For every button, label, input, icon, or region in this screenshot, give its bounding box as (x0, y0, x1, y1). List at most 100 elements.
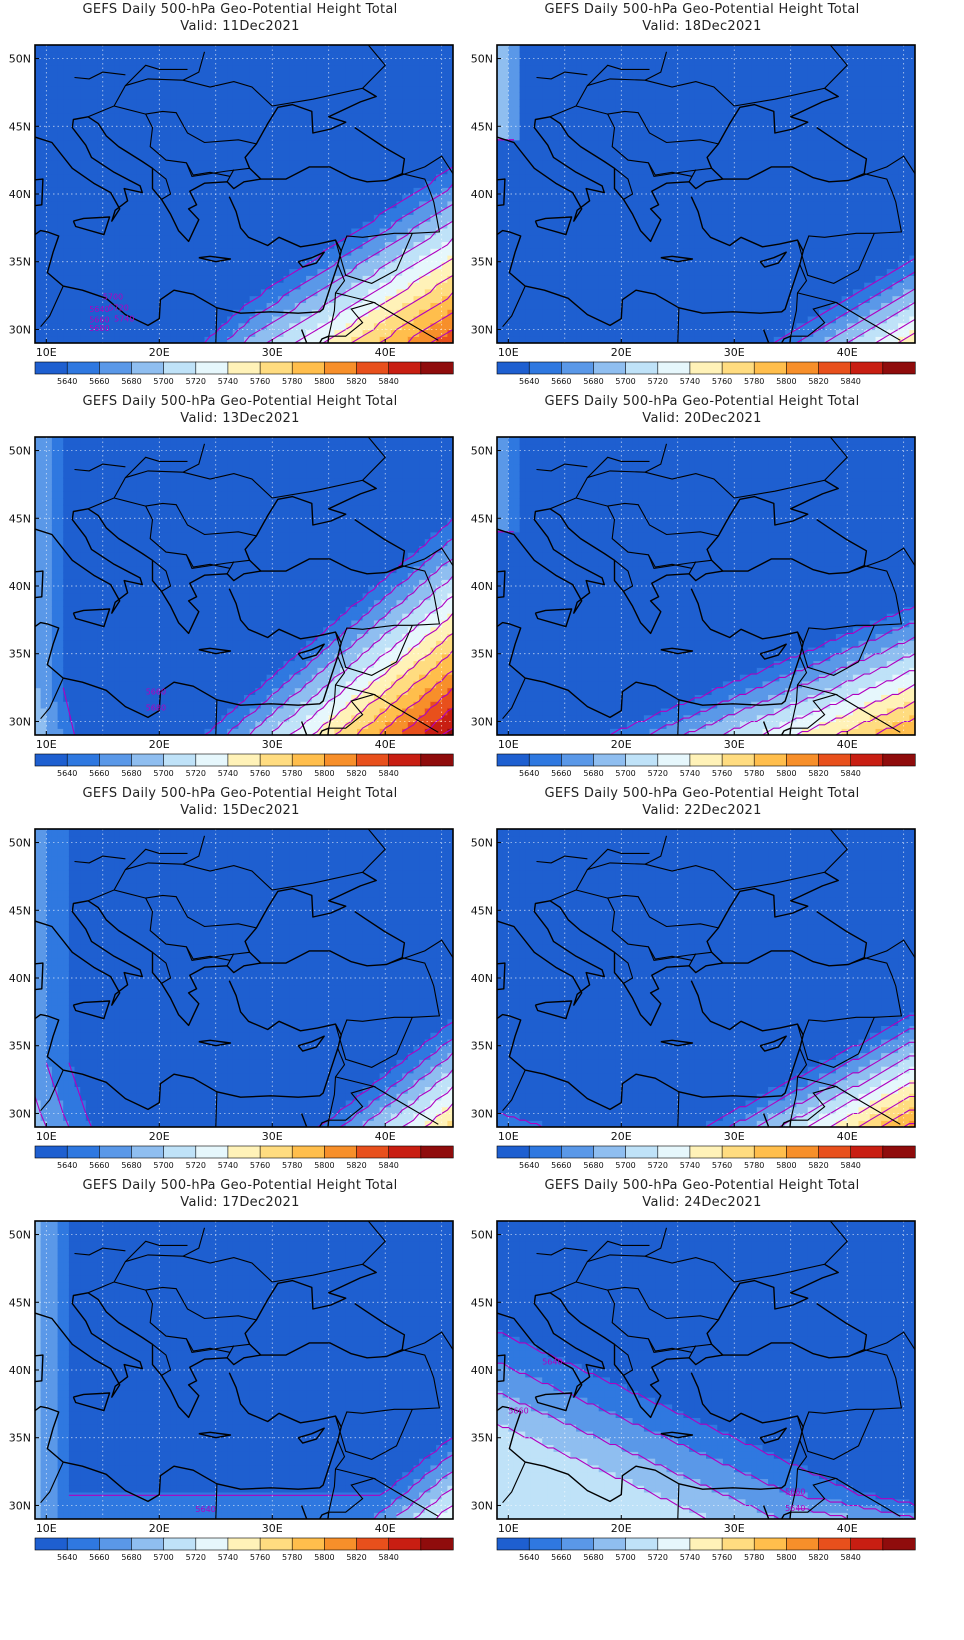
lon-tick-label: 40E (837, 346, 858, 359)
lon-tick-label: 40E (375, 1522, 396, 1535)
lat-tick-label: 30N (9, 323, 31, 336)
contour-label: 5660 (146, 687, 166, 696)
colorbar-label: 5800 (314, 769, 334, 778)
panel-title: GEFS Daily 500-hPa Geo-Potential Height … (0, 1178, 480, 1193)
lat-tick-label: 50N (9, 445, 31, 458)
colorbar-swatch (99, 361, 133, 375)
colorbar-label: 5800 (314, 377, 334, 386)
gefs-panel: GEFS Daily 500-hPa Geo-Potential Height … (462, 392, 942, 802)
contour-lines (204, 166, 453, 343)
height-field (497, 45, 915, 343)
lat-tick-label: 45N (9, 512, 31, 525)
panel-title: GEFS Daily 500-hPa Geo-Potential Height … (462, 394, 942, 409)
lat-tick-label: 40N (9, 580, 31, 593)
colorbar-label: 5640 (519, 1161, 539, 1170)
lat-tick-label: 45N (471, 120, 493, 133)
lat-tick-label: 40N (9, 188, 31, 201)
colorbar-label: 5640 (57, 1161, 77, 1170)
colorbar-label: 5820 (346, 1553, 366, 1562)
colorbar-label: 5740 (218, 377, 238, 386)
lat-tick-label: 50N (471, 837, 493, 850)
colorbar-label: 5820 (808, 769, 828, 778)
colorbar-label: 5780 (282, 769, 302, 778)
country-borders (40, 437, 453, 735)
colorbar-label: 5780 (744, 377, 764, 386)
lat-tick-label: 40N (471, 972, 493, 985)
colorbar-label: 5780 (282, 1161, 302, 1170)
colorbar-swatch (66, 361, 100, 375)
graticule (35, 45, 453, 343)
colorbar-label: 5640 (57, 377, 77, 386)
panel-valid-date: Valid: 17Dec2021 (0, 1195, 480, 1210)
gefs-panel: GEFS Daily 500-hPa Geo-Potential Height … (0, 392, 480, 802)
colorbar-swatch (528, 1537, 562, 1551)
colorbar-swatch (420, 1145, 454, 1159)
colorbar-label: 5740 (218, 1161, 238, 1170)
colorbar-swatch (657, 361, 691, 375)
colorbar-label: 5800 (776, 769, 796, 778)
colorbar: 5640 5660 5680 5700 5720 5740 5760 5780 5800 5820… (496, 1537, 916, 1562)
lon-tick-label: 30E (262, 1522, 283, 1535)
colorbar-swatch (195, 1537, 229, 1551)
colorbar-swatch (227, 1145, 261, 1159)
colorbar-label: 5700 (153, 377, 173, 386)
coastlines (35, 871, 453, 1127)
coastlines (497, 479, 915, 735)
colorbar-swatch (388, 753, 422, 767)
height-field (497, 437, 915, 735)
colorbar-swatch (388, 1537, 422, 1551)
lon-tick-label: 30E (262, 346, 283, 359)
height-field (35, 829, 453, 1127)
lon-tick-label: 40E (837, 1522, 858, 1535)
panel-valid-date: Valid: 15Dec2021 (0, 803, 480, 818)
colorbar-label: 5840 (379, 1553, 399, 1562)
colorbar-label: 5660 (551, 1553, 571, 1562)
panel-valid-date: Valid: 20Dec2021 (462, 411, 942, 426)
lat-tick-label: 40N (471, 188, 493, 201)
colorbar-swatch (34, 1145, 68, 1159)
colorbar-label: 5720 (186, 377, 206, 386)
colorbar-label: 5720 (648, 1161, 668, 1170)
gefs-panel: GEFS Daily 500-hPa Geo-Potential Height … (462, 784, 942, 1194)
colorbar-swatch (593, 361, 627, 375)
colorbar-label: 5700 (615, 1161, 635, 1170)
colorbar-label: 5720 (648, 1553, 668, 1562)
colorbar-swatch (593, 1537, 627, 1551)
colorbar-label: 5840 (379, 1161, 399, 1170)
colorbar-swatch (625, 361, 659, 375)
gefs-panel: GEFS Daily 500-hPa Geo-Potential Height … (0, 1176, 480, 1586)
colorbar-label: 5720 (186, 1161, 206, 1170)
colorbar-label: 5820 (808, 1161, 828, 1170)
colorbar-label: 5680 (121, 377, 141, 386)
lon-tick-label: 10E (498, 1522, 519, 1535)
lon-tick-label: 40E (837, 1130, 858, 1143)
colorbar-label: 5660 (89, 1161, 109, 1170)
colorbar-swatch (528, 1145, 562, 1159)
colorbar-swatch (753, 1145, 788, 1159)
colorbar-swatch (786, 753, 820, 767)
lon-tick-label: 30E (724, 1130, 745, 1143)
colorbar-label: 5700 (153, 769, 173, 778)
colorbar-swatch (850, 1537, 884, 1551)
colorbar: 5640 5660 5680 5700 5720 5740 5760 5780 5800 5820… (496, 361, 916, 386)
contour-label: 5720 (108, 303, 128, 312)
colorbar-swatch (99, 753, 133, 767)
colorbar-swatch (625, 753, 659, 767)
colorbar-swatch (786, 1145, 820, 1159)
colorbar-swatch (291, 361, 326, 375)
lon-tick-label: 10E (36, 738, 57, 751)
colorbar-label: 5760 (250, 769, 270, 778)
colorbar-swatch (131, 361, 165, 375)
colorbar-swatch (625, 1537, 659, 1551)
colorbar-swatch (721, 1145, 755, 1159)
contour-label: 5660 (508, 1406, 528, 1415)
colorbar-label: 5720 (648, 377, 668, 386)
colorbar-swatch (850, 361, 884, 375)
lon-tick-label: 40E (375, 346, 396, 359)
lon-tick-label: 10E (36, 346, 57, 359)
colorbar-swatch (593, 1145, 627, 1159)
colorbar-label: 5740 (680, 769, 700, 778)
colorbar-swatch (753, 753, 788, 767)
